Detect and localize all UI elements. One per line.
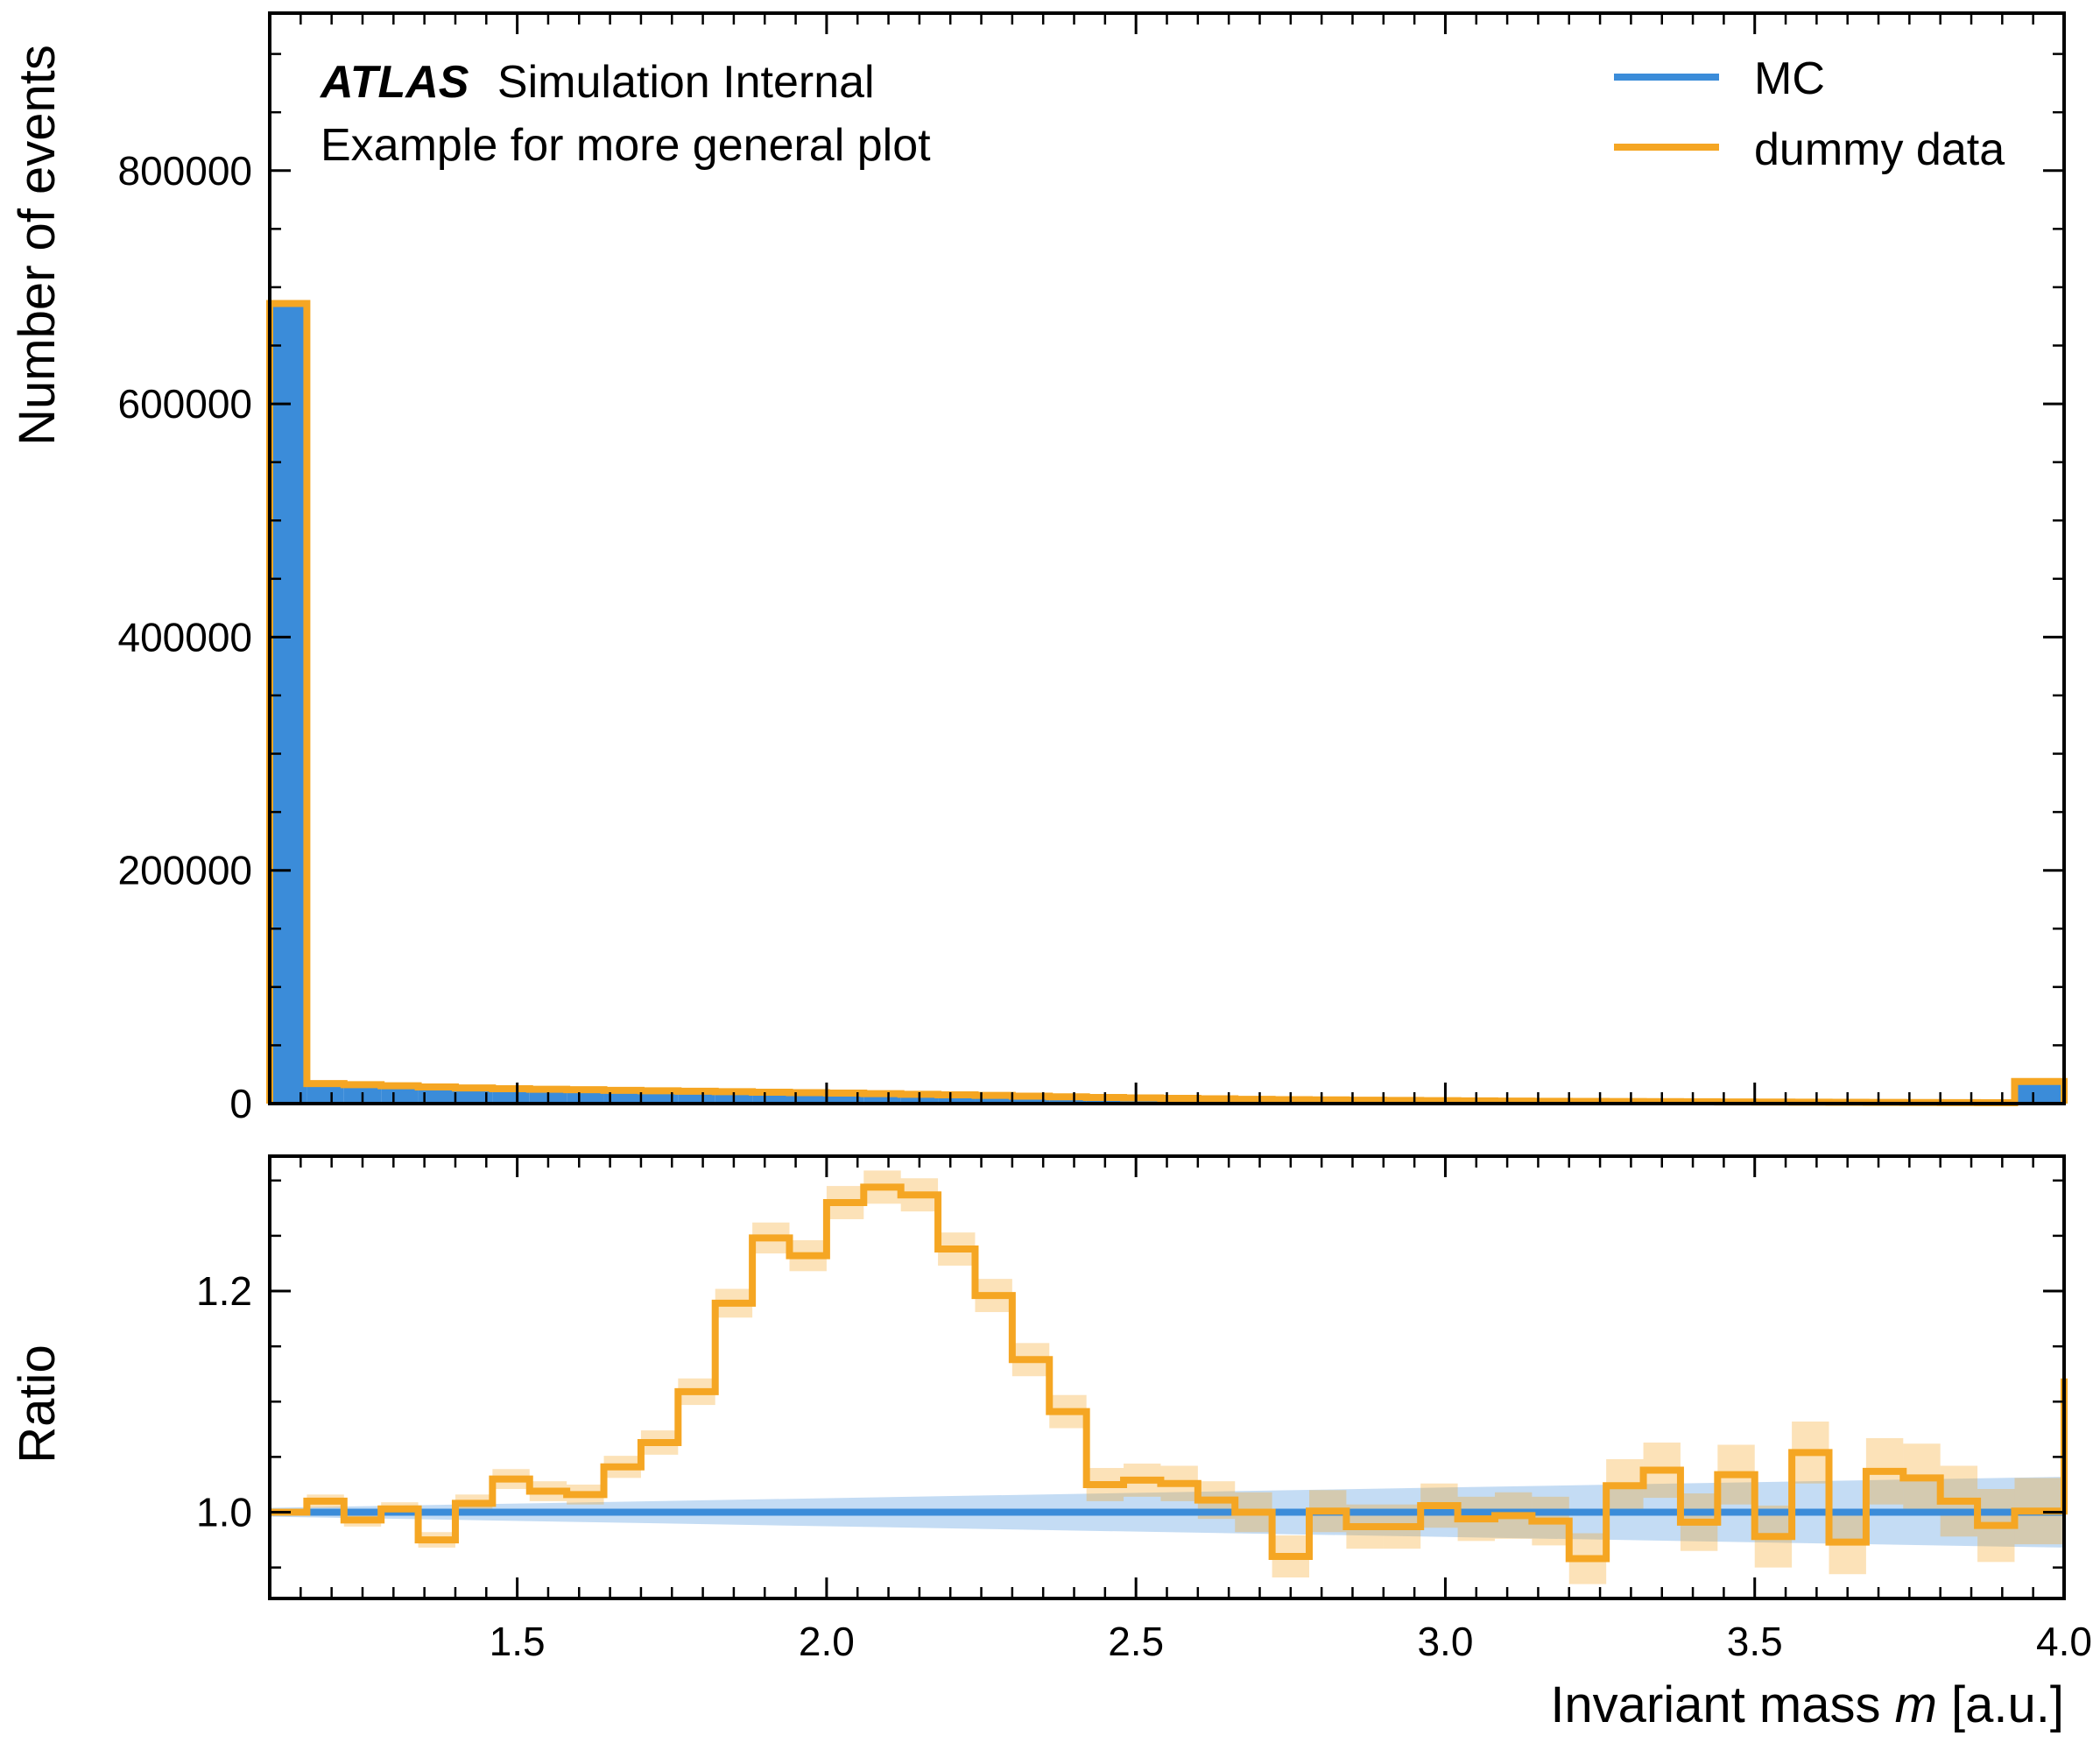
x-axis-title-prefix: Invariant mass	[1550, 1676, 1894, 1733]
x-axis-title-var: m	[1895, 1676, 1937, 1733]
ratio-ticks: 1.0 1.2 1.5 2.0 2.5 3.0 3.5 4.0	[196, 1156, 2092, 1664]
mc-bar	[1011, 1097, 1050, 1104]
mc-bar	[307, 1083, 344, 1104]
mc-bar	[603, 1090, 641, 1104]
mc-bar	[2014, 1083, 2064, 1104]
ratio-ytick-label: 1.0	[196, 1490, 252, 1535]
y-axis-title-bottom: Ratio	[9, 1344, 66, 1463]
mc-bar	[492, 1089, 530, 1104]
subtitle: Example for more general plot	[321, 120, 931, 171]
x-axis-title-suffix: [a.u.]	[1937, 1676, 2064, 1733]
ratio-xtick-label: 2.0	[799, 1619, 855, 1664]
mc-bar	[381, 1086, 419, 1104]
top-ytick-label: 0	[229, 1081, 252, 1126]
top-ytick-label: 800000	[118, 148, 253, 194]
mc-bar	[1049, 1097, 1087, 1104]
top-ytick-label: 200000	[118, 848, 253, 893]
top-frame	[268, 11, 2066, 1105]
top-ytick-label: 400000	[118, 614, 253, 660]
atlas-label: ATLAS Simulation Internal	[319, 57, 875, 108]
bottom-frame	[268, 1154, 2066, 1600]
legend-mc-label: MC	[1754, 53, 1825, 104]
legend: MC dummy data	[1614, 53, 2005, 175]
mc-bar	[789, 1093, 827, 1104]
ratio-xtick-label: 2.5	[1108, 1619, 1164, 1664]
data-step-line	[266, 300, 2068, 1106]
ratio-xtick-label: 4.0	[2036, 1619, 2092, 1664]
atlas-rest: Simulation Internal	[497, 57, 875, 108]
mc-bar	[678, 1091, 715, 1104]
ratio-plot-area	[270, 1170, 2068, 1584]
data-ratio-step-line	[270, 1183, 2068, 1563]
mc-bar	[567, 1090, 604, 1104]
ratio-xtick-label: 3.5	[1727, 1619, 1783, 1664]
mc-bar	[826, 1094, 864, 1104]
y-axis-title-top: Number of events	[9, 45, 66, 446]
x-axis-title: Invariant mass m [a.u.]	[1550, 1676, 2064, 1733]
mc-bar	[640, 1091, 679, 1104]
ratio-xtick-label: 1.5	[490, 1619, 546, 1664]
mc-bar	[270, 304, 307, 1104]
top-ticks: 0 200000 400000 600000 800000	[118, 13, 2066, 1126]
mc-bar	[455, 1088, 493, 1104]
legend-data-label: dummy data	[1754, 124, 2005, 175]
top-ytick-label: 600000	[118, 381, 253, 427]
mc-bar	[938, 1096, 976, 1104]
mc-bar	[418, 1087, 455, 1104]
mc-bar	[863, 1095, 901, 1104]
bottom-panel: 1.0 1.2 1.5 2.0 2.5 3.0 3.5 4.0	[196, 1154, 2092, 1664]
mc-bar	[752, 1093, 790, 1104]
mc-bar	[975, 1097, 1012, 1104]
top-plot-area	[266, 300, 2068, 1106]
top-panel: 0 200000 400000 600000 800000	[118, 11, 2068, 1126]
ratio-xtick-label: 3.0	[1417, 1619, 1473, 1664]
atlas-bold: ATLAS	[319, 57, 469, 108]
ratio-ytick-label: 1.2	[196, 1268, 252, 1314]
